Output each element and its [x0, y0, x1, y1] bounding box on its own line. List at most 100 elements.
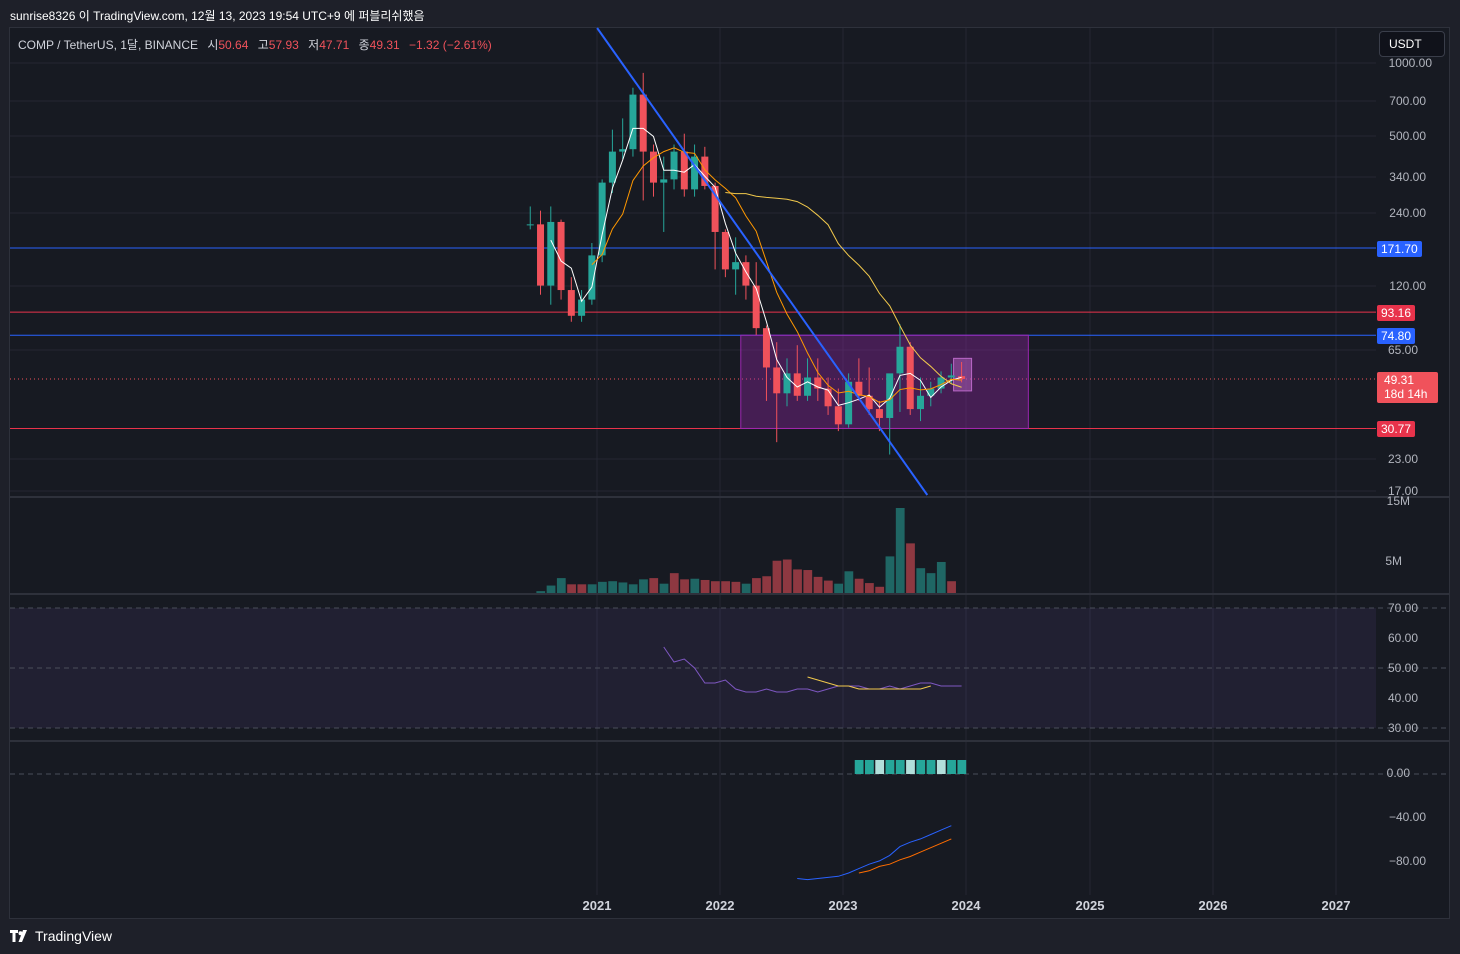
volume-bar: [752, 578, 761, 593]
volume-bar: [546, 585, 556, 593]
currency-button[interactable]: USDT: [1379, 31, 1445, 57]
candle-body: [608, 151, 616, 183]
volume-tick: 15M: [1386, 494, 1410, 508]
candle-body: [660, 179, 668, 183]
macd-histogram-bar: [875, 760, 885, 774]
macd-histogram-bar: [895, 760, 905, 774]
chart-frame[interactable]: [9, 27, 1450, 919]
last-price-value: 49.31: [1384, 373, 1415, 387]
rsi-tick: 70.00: [1387, 601, 1418, 615]
time-tick-2027: 2027: [1321, 898, 1351, 913]
volume-series: [536, 508, 956, 593]
publish-caption: sunrise8326 이 TradingView.com, 12월 13, 2…: [10, 9, 425, 23]
tradingview-logo[interactable]: TradingView: [10, 928, 112, 944]
low-value: 47.71: [319, 38, 350, 52]
volume-bar: [762, 576, 772, 593]
volume-bar: [649, 578, 659, 593]
candle-body: [526, 224, 534, 226]
candle-body: [793, 373, 801, 396]
volume-bar: [680, 579, 689, 593]
volume-bar: [741, 583, 751, 593]
candle-body: [537, 224, 545, 286]
trendline: [596, 27, 929, 496]
candle-body: [578, 299, 586, 316]
downtrend-line: [596, 27, 929, 496]
low-label: 저: [308, 38, 320, 52]
price-tick: 500.00: [1389, 129, 1426, 143]
macd-tick: 0.00: [1386, 766, 1410, 780]
macd-histogram-bar: [957, 760, 967, 774]
volume-bar: [844, 571, 854, 593]
candle-body: [567, 290, 575, 316]
candle-body: [804, 377, 812, 396]
volume-bar: [598, 581, 607, 593]
volume-bar: [782, 559, 792, 593]
level-tag-30: 30.77: [1377, 421, 1416, 437]
price-tick: 1000.00: [1388, 56, 1432, 70]
rsi-ma-line: [807, 676, 931, 690]
volume-bar: [659, 583, 669, 593]
candle-body: [855, 381, 863, 396]
volume-bar: [936, 561, 946, 593]
horizontal-levels: [10, 247, 1376, 429]
price-tick: 23.00: [1387, 452, 1418, 466]
volume-bar: [885, 556, 895, 593]
candle-body: [598, 182, 606, 256]
symbol-title[interactable]: COMP / TetherUS, 1달, BINANCE: [18, 38, 198, 52]
price-tick: 17.00: [1387, 484, 1418, 498]
macd-histogram-bar: [916, 760, 926, 774]
open-label: 시: [207, 38, 219, 52]
volume-bar: [803, 570, 813, 593]
tradingview-icon: [10, 930, 27, 942]
time-tick-2025: 2025: [1075, 898, 1105, 913]
candle-body: [732, 262, 740, 270]
volume-bar: [721, 581, 731, 593]
candle-body: [691, 156, 699, 190]
volume-bar: [628, 584, 638, 593]
time-tick-2026: 2026: [1198, 898, 1228, 913]
open-value: 50.64: [218, 38, 249, 52]
volume-bar: [916, 568, 926, 593]
volume-bar: [639, 579, 648, 593]
candle-body: [783, 373, 791, 394]
candle-body: [547, 221, 555, 286]
candle-body: [742, 262, 750, 286]
volume-bar: [813, 576, 823, 593]
volume-bar: [854, 578, 864, 593]
time-tick-2023: 2023: [828, 898, 858, 913]
volume-bar: [700, 579, 710, 593]
volume-bar: [865, 583, 874, 593]
candle-body: [834, 406, 842, 425]
bar-countdown: 18d 14h: [1384, 387, 1428, 401]
candle-body: [886, 373, 894, 418]
candle-body: [937, 377, 945, 389]
macd-tick: −80.00: [1388, 854, 1426, 868]
candle-body: [865, 395, 873, 410]
volume-bar: [731, 581, 741, 593]
macd-panel: [10, 760, 1449, 881]
time-tick-2024: 2024: [951, 898, 981, 913]
macd-line: [797, 825, 952, 881]
candle-body: [649, 151, 657, 183]
volume-bar: [618, 582, 628, 593]
volume-bar: [556, 578, 566, 593]
volume-bar: [895, 508, 905, 593]
tradingview-wordmark: TradingView: [35, 928, 113, 944]
price-tick: 120.00: [1389, 279, 1426, 293]
macd-histogram-bar: [854, 760, 864, 774]
time-tick-2021: 2021: [582, 898, 612, 913]
small-zone-box: [953, 357, 973, 392]
volume-tick: 5M: [1385, 554, 1402, 568]
candle-body: [629, 94, 637, 150]
level-tag-74: 74.80: [1377, 328, 1416, 344]
rsi-tick: 60.00: [1387, 631, 1418, 645]
close-value: 49.31: [369, 38, 400, 52]
candle-body: [814, 377, 822, 389]
volume-bar: [587, 584, 597, 593]
last-price-tag: 49.31 18d 14h: [1377, 372, 1438, 403]
volume-bar: [823, 580, 833, 593]
symbol-header: COMP / TetherUS, 1달, BINANCE 시50.64 고57.…: [18, 36, 492, 53]
volume-bar: [793, 569, 802, 593]
rsi-tick: 50.00: [1387, 661, 1418, 675]
